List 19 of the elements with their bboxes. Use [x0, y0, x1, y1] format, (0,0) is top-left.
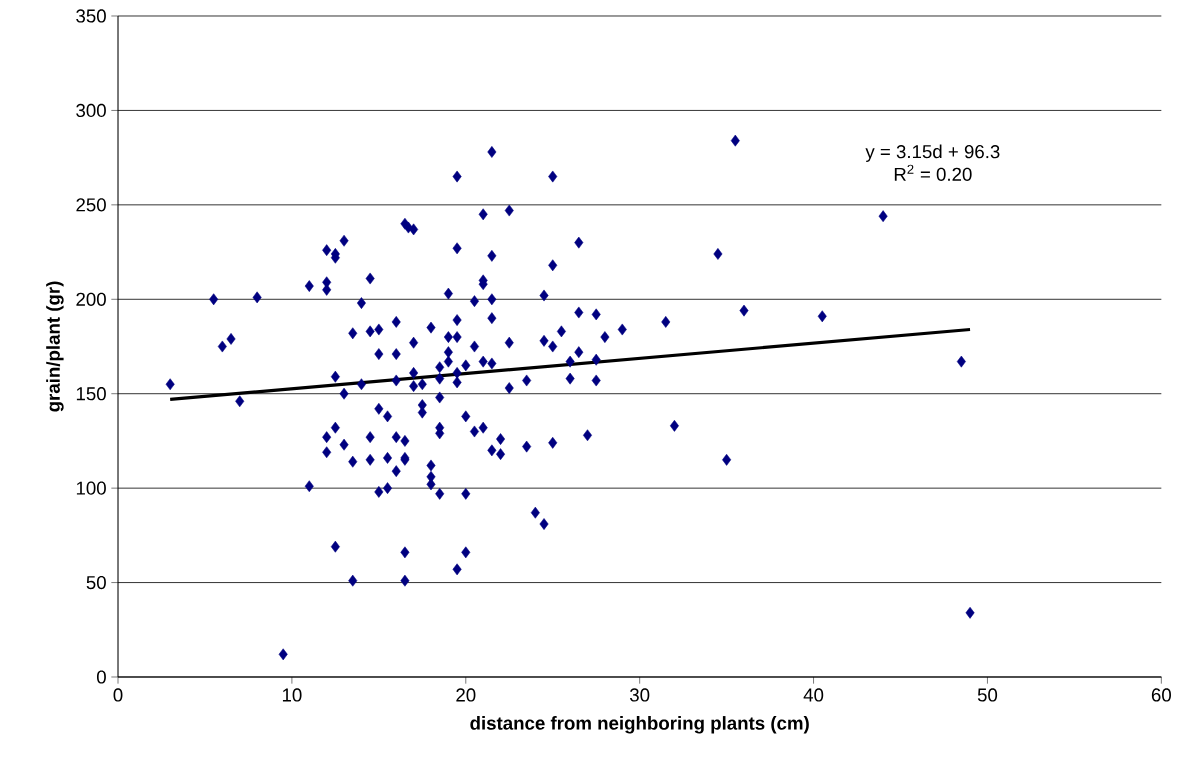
annotation: R$^{2}$ = 0.20 — [894, 164, 972, 181]
y-tick-label: 300 — [76, 103, 106, 118]
annotation: y = 3.15d + 96.3 — [865, 144, 1000, 162]
x-tick-label: 40 — [803, 688, 824, 702]
y-tick-label: 200 — [76, 292, 106, 306]
x-tick-label: 0 — [113, 688, 123, 702]
x-axis-title: distance from neighboring plants (cm) — [470, 716, 809, 734]
y-tick-label: 100 — [76, 481, 106, 495]
x-tick-label: 10 — [282, 688, 302, 702]
x-tick-label: 50 — [977, 688, 998, 702]
y-axis-title: grain/plant (gr) — [46, 281, 64, 412]
y-tick-label: 0 — [96, 670, 106, 684]
y-tick-label: 50 — [86, 575, 106, 590]
x-tick-label: 20 — [456, 688, 476, 702]
y-tick-label: 350 — [76, 9, 106, 23]
y-tick-label: 150 — [76, 387, 106, 401]
x-tick-label: 60 — [1151, 688, 1171, 702]
x-tick-label: 30 — [630, 688, 650, 702]
y-tick-label: 250 — [76, 198, 106, 212]
